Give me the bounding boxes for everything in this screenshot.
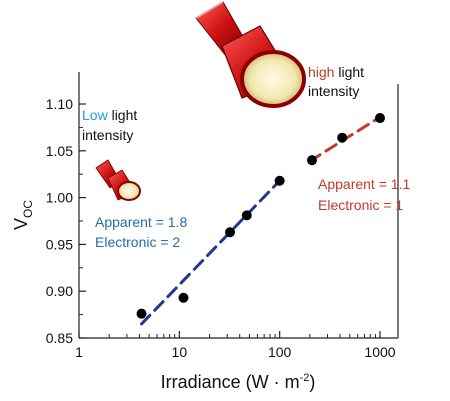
right-ideality-line2: Electronic = 1	[318, 197, 403, 213]
y-tick-label: 0.90	[46, 283, 73, 299]
data-point	[306, 155, 317, 166]
data-point	[178, 292, 189, 303]
y-tick-label: 1.00	[46, 190, 73, 206]
y-tick-label: 1.05	[46, 143, 73, 159]
low-intensity-label-2: intensity	[82, 127, 133, 143]
x-tick-label: 1000	[364, 344, 395, 360]
data-point	[136, 308, 147, 319]
right-ideality-line1: Apparent = 1.1	[318, 176, 410, 192]
y-axis-title: VOC	[11, 200, 35, 230]
data-point	[274, 175, 285, 186]
data-point	[375, 113, 385, 124]
data-point	[241, 210, 252, 221]
ticks: 1 10 100 1000 0.85 0.90 0.95 1.00 1.05 1.10	[46, 96, 396, 360]
data-point	[225, 227, 236, 238]
left-ideality-line1: Apparent = 1.8	[95, 214, 187, 230]
x-tick-label: 1	[75, 344, 83, 360]
high-intensity-label-2: intensity	[308, 83, 359, 99]
low-intensity-label: Low light	[82, 107, 137, 123]
y-tick-label: 1.10	[46, 96, 73, 112]
low-intensity-fit-line	[140, 179, 282, 326]
y-tick-label: 0.95	[46, 236, 73, 252]
data-point	[337, 132, 348, 143]
flashlight-large-icon	[195, 1, 306, 108]
x-axis-title: Irradiance (W · m-2)	[161, 372, 316, 392]
left-ideality-line2: Electronic = 2	[95, 234, 180, 250]
x-tick-label: 100	[268, 344, 292, 360]
x-tick-label: 10	[172, 344, 188, 360]
axes	[78, 72, 399, 339]
data-points	[136, 113, 385, 319]
flashlight-small-icon	[95, 159, 141, 201]
y-tick-label: 0.85	[46, 330, 73, 346]
high-intensity-label: high light	[308, 64, 364, 80]
